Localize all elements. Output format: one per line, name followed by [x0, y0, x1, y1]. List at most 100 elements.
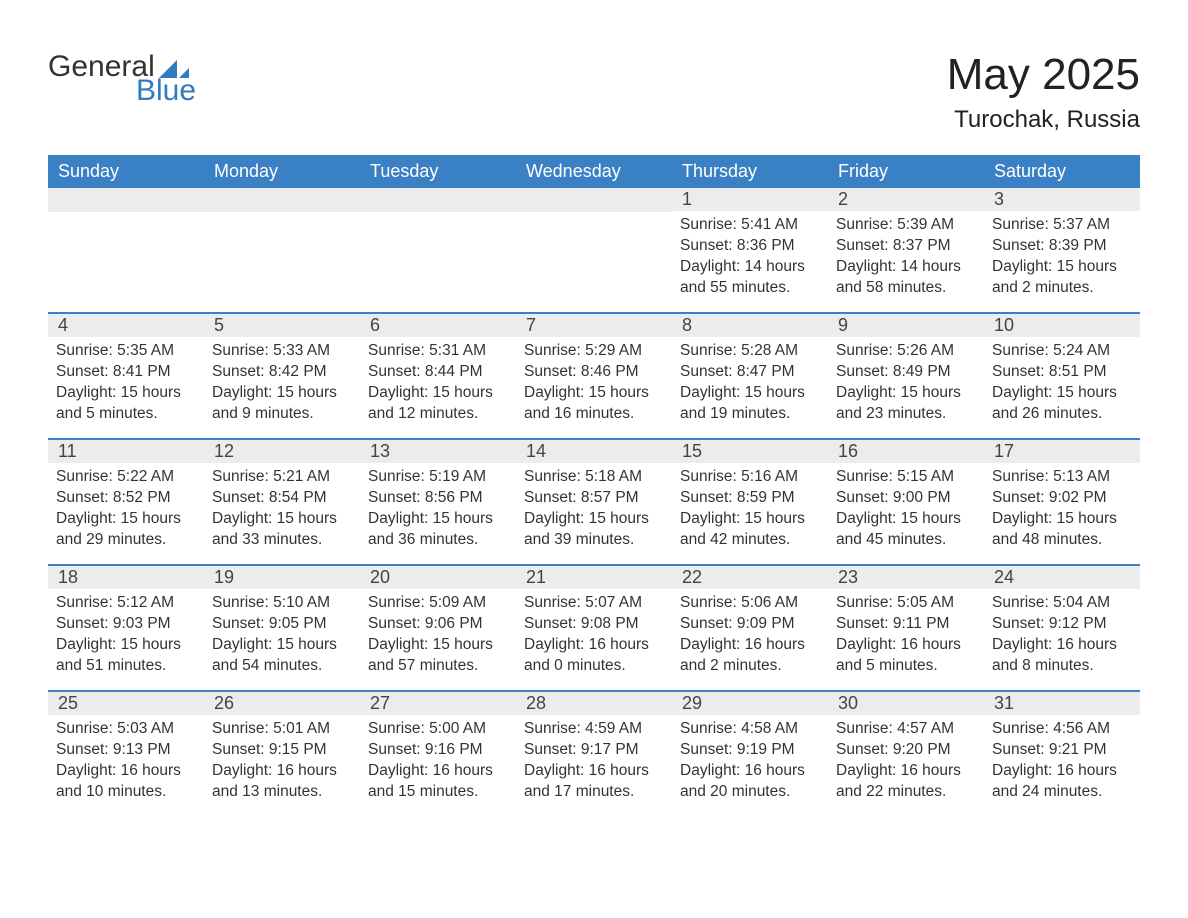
- day-details: Sunrise: 5:06 AMSunset: 9:09 PMDaylight:…: [672, 589, 828, 687]
- day-number: 2: [828, 188, 984, 211]
- daylight-text: Daylight: 16 hours and 17 minutes.: [524, 761, 664, 803]
- day-cell: 18Sunrise: 5:12 AMSunset: 9:03 PMDayligh…: [48, 566, 204, 690]
- day-number: 31: [984, 692, 1140, 715]
- day-number: 18: [48, 566, 204, 589]
- day-number: 29: [672, 692, 828, 715]
- sunset-text: Sunset: 9:19 PM: [680, 740, 820, 761]
- day-details: Sunrise: 5:37 AMSunset: 8:39 PMDaylight:…: [984, 211, 1140, 309]
- sunset-text: Sunset: 9:05 PM: [212, 614, 352, 635]
- day-details: Sunrise: 5:13 AMSunset: 9:02 PMDaylight:…: [984, 463, 1140, 561]
- day-details: Sunrise: 5:09 AMSunset: 9:06 PMDaylight:…: [360, 589, 516, 687]
- daylight-text: Daylight: 15 hours and 12 minutes.: [368, 383, 508, 425]
- sunrise-text: Sunrise: 4:57 AM: [836, 719, 976, 740]
- weekday-header: Saturday: [984, 155, 1140, 188]
- day-details: Sunrise: 5:15 AMSunset: 9:00 PMDaylight:…: [828, 463, 984, 561]
- day-number: [516, 188, 672, 212]
- day-details: Sunrise: 5:12 AMSunset: 9:03 PMDaylight:…: [48, 589, 204, 687]
- day-number: 3: [984, 188, 1140, 211]
- day-cell: 4Sunrise: 5:35 AMSunset: 8:41 PMDaylight…: [48, 314, 204, 438]
- sunset-text: Sunset: 8:52 PM: [56, 488, 196, 509]
- sunset-text: Sunset: 8:56 PM: [368, 488, 508, 509]
- day-cell: 26Sunrise: 5:01 AMSunset: 9:15 PMDayligh…: [204, 692, 360, 816]
- day-number: 4: [48, 314, 204, 337]
- day-number: [204, 188, 360, 212]
- daylight-text: Daylight: 15 hours and 51 minutes.: [56, 635, 196, 677]
- sunset-text: Sunset: 9:09 PM: [680, 614, 820, 635]
- day-details: Sunrise: 5:26 AMSunset: 8:49 PMDaylight:…: [828, 337, 984, 435]
- day-cell: 14Sunrise: 5:18 AMSunset: 8:57 PMDayligh…: [516, 440, 672, 564]
- sunrise-text: Sunrise: 5:24 AM: [992, 341, 1132, 362]
- sunrise-text: Sunrise: 5:31 AM: [368, 341, 508, 362]
- sunrise-text: Sunrise: 4:56 AM: [992, 719, 1132, 740]
- day-cell: 15Sunrise: 5:16 AMSunset: 8:59 PMDayligh…: [672, 440, 828, 564]
- daylight-text: Daylight: 16 hours and 5 minutes.: [836, 635, 976, 677]
- sunset-text: Sunset: 8:36 PM: [680, 236, 820, 257]
- sunset-text: Sunset: 8:49 PM: [836, 362, 976, 383]
- weekday-header: Thursday: [672, 155, 828, 188]
- daylight-text: Daylight: 15 hours and 33 minutes.: [212, 509, 352, 551]
- week-row: 18Sunrise: 5:12 AMSunset: 9:03 PMDayligh…: [48, 564, 1140, 690]
- sunset-text: Sunset: 8:42 PM: [212, 362, 352, 383]
- sunrise-text: Sunrise: 5:37 AM: [992, 215, 1132, 236]
- daylight-text: Daylight: 16 hours and 15 minutes.: [368, 761, 508, 803]
- day-number: 25: [48, 692, 204, 715]
- daylight-text: Daylight: 14 hours and 55 minutes.: [680, 257, 820, 299]
- day-details: Sunrise: 5:01 AMSunset: 9:15 PMDaylight:…: [204, 715, 360, 813]
- day-details: Sunrise: 5:18 AMSunset: 8:57 PMDaylight:…: [516, 463, 672, 561]
- day-number: 1: [672, 188, 828, 211]
- sunrise-text: Sunrise: 4:59 AM: [524, 719, 664, 740]
- day-cell: 7Sunrise: 5:29 AMSunset: 8:46 PMDaylight…: [516, 314, 672, 438]
- day-cell: 5Sunrise: 5:33 AMSunset: 8:42 PMDaylight…: [204, 314, 360, 438]
- day-cell: 24Sunrise: 5:04 AMSunset: 9:12 PMDayligh…: [984, 566, 1140, 690]
- sunrise-text: Sunrise: 5:15 AM: [836, 467, 976, 488]
- sunrise-text: Sunrise: 5:35 AM: [56, 341, 196, 362]
- brand-logo: General Blue: [48, 52, 196, 106]
- sunset-text: Sunset: 8:59 PM: [680, 488, 820, 509]
- day-details: Sunrise: 4:56 AMSunset: 9:21 PMDaylight:…: [984, 715, 1140, 813]
- sunrise-text: Sunrise: 5:26 AM: [836, 341, 976, 362]
- day-number: 30: [828, 692, 984, 715]
- week-row: 1 Sunrise: 5:41 AMSunset: 8:36 PMDaylight…: [48, 188, 1140, 312]
- sunset-text: Sunset: 8:41 PM: [56, 362, 196, 383]
- day-number: 7: [516, 314, 672, 337]
- day-details: Sunrise: 4:57 AMSunset: 9:20 PMDaylight:…: [828, 715, 984, 813]
- day-number: 26: [204, 692, 360, 715]
- daylight-text: Daylight: 16 hours and 13 minutes.: [212, 761, 352, 803]
- day-details: Sunrise: 5:28 AMSunset: 8:47 PMDaylight:…: [672, 337, 828, 435]
- day-number: 6: [360, 314, 516, 337]
- day-number: 16: [828, 440, 984, 463]
- weekday-header: Monday: [204, 155, 360, 188]
- day-cell: 28Sunrise: 4:59 AMSunset: 9:17 PMDayligh…: [516, 692, 672, 816]
- daylight-text: Daylight: 16 hours and 24 minutes.: [992, 761, 1132, 803]
- day-cell: 3Sunrise: 5:37 AMSunset: 8:39 PMDaylight…: [984, 188, 1140, 312]
- daylight-text: Daylight: 15 hours and 5 minutes.: [56, 383, 196, 425]
- day-number: 23: [828, 566, 984, 589]
- week-row: 25Sunrise: 5:03 AMSunset: 9:13 PMDayligh…: [48, 690, 1140, 816]
- header-right: May 2025 Turochak, Russia: [947, 50, 1140, 134]
- sunrise-text: Sunrise: 5:09 AM: [368, 593, 508, 614]
- sunset-text: Sunset: 9:06 PM: [368, 614, 508, 635]
- sunset-text: Sunset: 9:21 PM: [992, 740, 1132, 761]
- day-details: Sunrise: 5:33 AMSunset: 8:42 PMDaylight:…: [204, 337, 360, 435]
- day-details: Sunrise: 5:24 AMSunset: 8:51 PMDaylight:…: [984, 337, 1140, 435]
- day-details: Sunrise: 5:39 AMSunset: 8:37 PMDaylight:…: [828, 211, 984, 309]
- day-cell: 9Sunrise: 5:26 AMSunset: 8:49 PMDaylight…: [828, 314, 984, 438]
- sunrise-text: Sunrise: 4:58 AM: [680, 719, 820, 740]
- day-number: 21: [516, 566, 672, 589]
- sunrise-text: Sunrise: 5:03 AM: [56, 719, 196, 740]
- day-details: Sunrise: 4:58 AMSunset: 9:19 PMDaylight:…: [672, 715, 828, 813]
- day-cell: 19Sunrise: 5:10 AMSunset: 9:05 PMDayligh…: [204, 566, 360, 690]
- day-details: Sunrise: 5:05 AMSunset: 9:11 PMDaylight:…: [828, 589, 984, 687]
- day-details: Sunrise: 5:35 AMSunset: 8:41 PMDaylight:…: [48, 337, 204, 435]
- day-cell: 13Sunrise: 5:19 AMSunset: 8:56 PMDayligh…: [360, 440, 516, 564]
- sunset-text: Sunset: 9:00 PM: [836, 488, 976, 509]
- sunset-text: Sunset: 8:54 PM: [212, 488, 352, 509]
- day-details: Sunrise: 5:00 AMSunset: 9:16 PMDaylight:…: [360, 715, 516, 813]
- daylight-text: Daylight: 15 hours and 23 minutes.: [836, 383, 976, 425]
- sunrise-text: Sunrise: 5:10 AM: [212, 593, 352, 614]
- day-number: 17: [984, 440, 1140, 463]
- sunset-text: Sunset: 8:47 PM: [680, 362, 820, 383]
- day-cell: [204, 188, 360, 312]
- sunrise-text: Sunrise: 5:41 AM: [680, 215, 820, 236]
- day-number: 13: [360, 440, 516, 463]
